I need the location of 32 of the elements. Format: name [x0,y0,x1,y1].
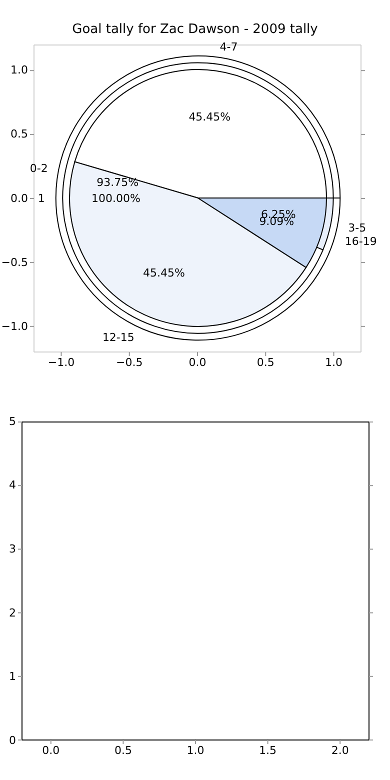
slice-label: 1 [38,192,45,205]
x-tick-label: 0.0 [42,744,60,757]
slice-label: 16-19 [344,234,377,248]
x-tick-label: 0.5 [256,356,274,369]
y-tick-label: 1.0 [10,64,28,77]
slice-label: 4-7 [220,40,238,54]
slice-label: 3-5 [348,222,366,235]
x-tick-label: 1.0 [325,356,342,369]
data-label: 100.00% [92,192,140,205]
y-tick-label: 5 [9,414,16,428]
x-tick-label: 1.0 [186,744,204,757]
x-tick-label: 2.0 [331,744,349,757]
slice-label: 12-15 [102,331,134,344]
x-tick-label: −1.0 [48,356,75,369]
y-tick-label: −0.5 [1,256,28,270]
data-label: 93.75% [96,176,139,189]
y-tick-label: 1 [9,670,16,684]
x-tick-label: −0.5 [116,356,143,369]
y-tick-label: 3 [9,542,16,556]
slice-label: 0-2 [30,162,48,175]
y-tick-label: 0 [9,734,16,747]
y-tick-label: 0.5 [10,128,28,141]
chart-title: Goal tally for Zac Dawson - 2009 tally [71,22,319,37]
y-tick-label: 0.0 [10,192,28,205]
data-label: 45.45% [142,266,185,280]
data-label: 45.45% [188,110,231,124]
y-tick-label: 2 [9,606,16,620]
y-tick-label: −1.0 [1,320,28,334]
x-tick-label: 0.0 [188,356,206,369]
y-tick-label: 4 [9,478,16,492]
x-tick-label: 0.5 [114,744,132,757]
x-tick-label: 1.5 [259,744,277,757]
